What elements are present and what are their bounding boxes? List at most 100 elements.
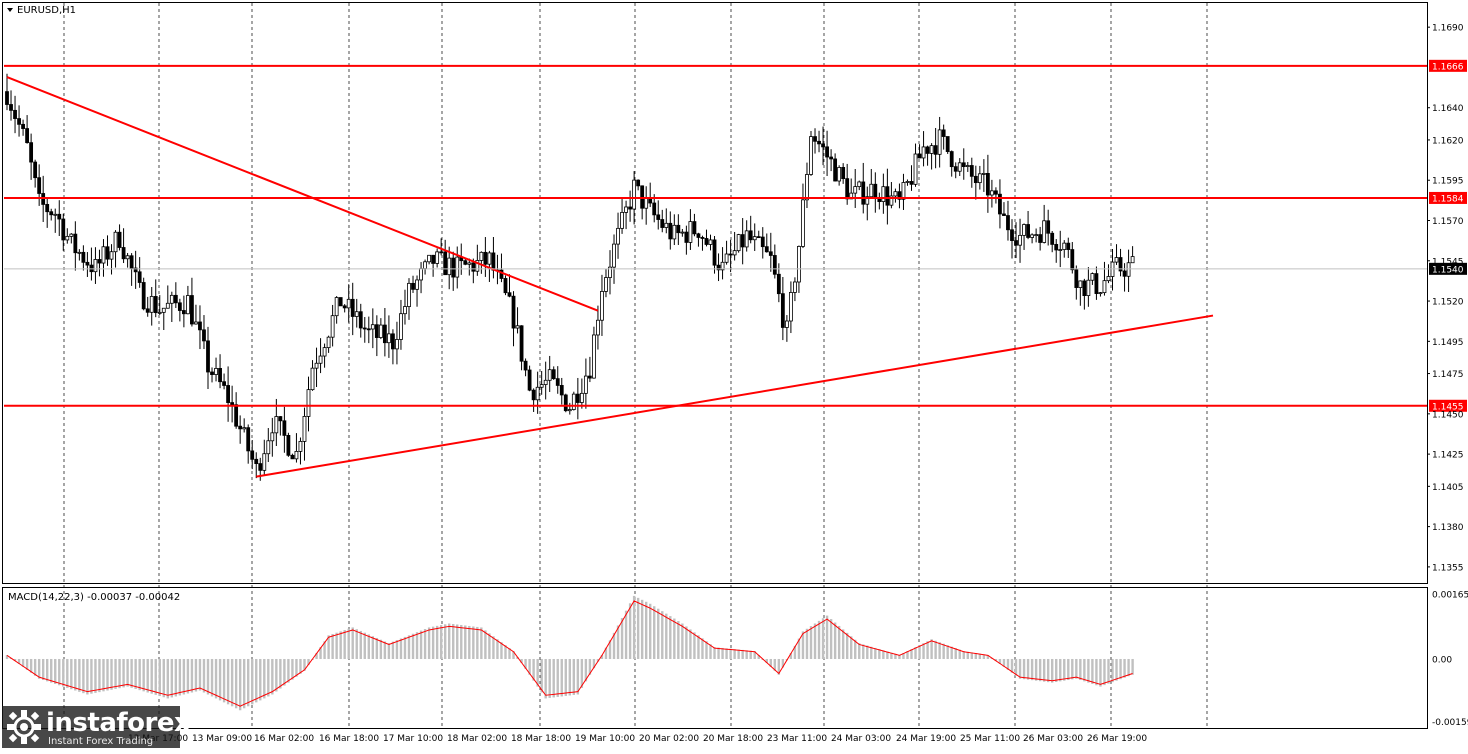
macd-bar (737, 649, 740, 659)
candle-body (833, 158, 838, 182)
candle-body (925, 146, 930, 154)
price-pane-frame (2, 2, 1428, 584)
macd-bar (407, 635, 411, 659)
candle-body (65, 235, 70, 241)
candle-body (1074, 269, 1079, 288)
macd-bar (1030, 658, 1034, 681)
candle-body (583, 375, 588, 394)
candle-body (346, 298, 351, 309)
candle-body (1050, 232, 1055, 245)
candle-body (1022, 224, 1026, 236)
macd-bar (154, 658, 157, 695)
candle-body (913, 153, 918, 185)
macd-bar (978, 653, 982, 659)
candle-body (881, 186, 886, 202)
macd-bar (556, 658, 559, 697)
candle-body (177, 302, 182, 311)
level-badge (1429, 191, 1467, 204)
candle-body (1082, 280, 1087, 297)
macd-bar (713, 647, 716, 659)
candle-body (153, 296, 158, 314)
candle-body (463, 260, 468, 265)
candle-body (157, 311, 162, 314)
candle-body (704, 238, 709, 245)
annotation-lines[interactable]: 1.1666 1.1584 1.1455 1.1540 (4, 59, 1467, 478)
macd-bar (1067, 658, 1070, 681)
candle-body (961, 162, 966, 167)
macd-bar (186, 658, 190, 694)
y-tick-label: 1.1450 (1432, 410, 1464, 420)
macd-bar (1091, 658, 1094, 684)
candle-body (149, 296, 154, 313)
macd-bar (460, 624, 463, 659)
macd-bar (1022, 658, 1026, 680)
macd-bar (1079, 658, 1082, 681)
y-tick-label: 1.1405 (1432, 483, 1464, 493)
macd-bar (677, 621, 680, 659)
macd-bar (560, 658, 563, 697)
macd-bar (1018, 658, 1022, 679)
candle-body (700, 237, 705, 239)
candle-body (736, 234, 741, 252)
candle-body (61, 218, 66, 241)
macd-bar (576, 658, 580, 695)
macd-y-tick-label: 0.00165 (1432, 590, 1468, 600)
candle-body (909, 181, 914, 185)
candle-body (748, 230, 753, 241)
macd-bar (178, 658, 182, 696)
candle-body (145, 308, 150, 313)
macd-bar (222, 658, 226, 703)
macd-bar (673, 618, 676, 659)
candle-body (620, 212, 624, 229)
candle-body (616, 227, 620, 245)
x-tick-label: 20 Mar 02:00 (639, 734, 699, 744)
candle-body (1058, 249, 1063, 251)
candle-body (696, 233, 701, 238)
macd-bar (267, 658, 270, 697)
macd-bar (1038, 658, 1042, 682)
candle-body (294, 451, 299, 460)
macd-bar (488, 633, 491, 659)
candle-body (873, 183, 878, 199)
candle-body (672, 224, 677, 240)
macd-bar (122, 658, 125, 688)
grid-layer (63, 3, 1208, 728)
macd-bar (721, 647, 724, 659)
candle-body (427, 254, 432, 263)
candle-body (772, 255, 777, 275)
macd-bar (299, 658, 302, 674)
macd-bar (548, 658, 551, 698)
macd-bar (854, 639, 857, 659)
macd-bar (950, 646, 953, 659)
candle-body (712, 239, 717, 266)
macd-bar (568, 658, 571, 696)
macd-bar (954, 648, 957, 659)
macd-bar (986, 655, 990, 659)
macd-bar (363, 632, 366, 659)
title-dropdown-icon[interactable] (7, 8, 13, 12)
macd-bar (898, 655, 901, 659)
candle-body (716, 264, 721, 271)
current-price-badge (1429, 262, 1467, 275)
candle-body (628, 206, 632, 210)
macd-bar (492, 636, 495, 659)
macd-bar (315, 653, 318, 659)
x-tick-label: 16 Mar 18:00 (319, 734, 379, 744)
level-badge-label: 1.1584 (1432, 194, 1464, 204)
macd-bar (1055, 658, 1058, 682)
candle-body (680, 231, 685, 234)
macd-bar (644, 601, 648, 659)
x-tick-label: 26 Mar 03:00 (1023, 734, 1083, 744)
candle-body (479, 251, 484, 261)
candle-body (756, 236, 761, 239)
x-tick-label: 23 Mar 11:00 (767, 734, 827, 744)
candle-body (1114, 257, 1119, 263)
x-tick-label: 18 Mar 02:00 (447, 734, 507, 744)
candle-body (720, 261, 725, 271)
candle-body (403, 306, 407, 315)
candle-body (266, 440, 271, 455)
macd-bar (70, 658, 73, 690)
candle-body (93, 259, 98, 273)
